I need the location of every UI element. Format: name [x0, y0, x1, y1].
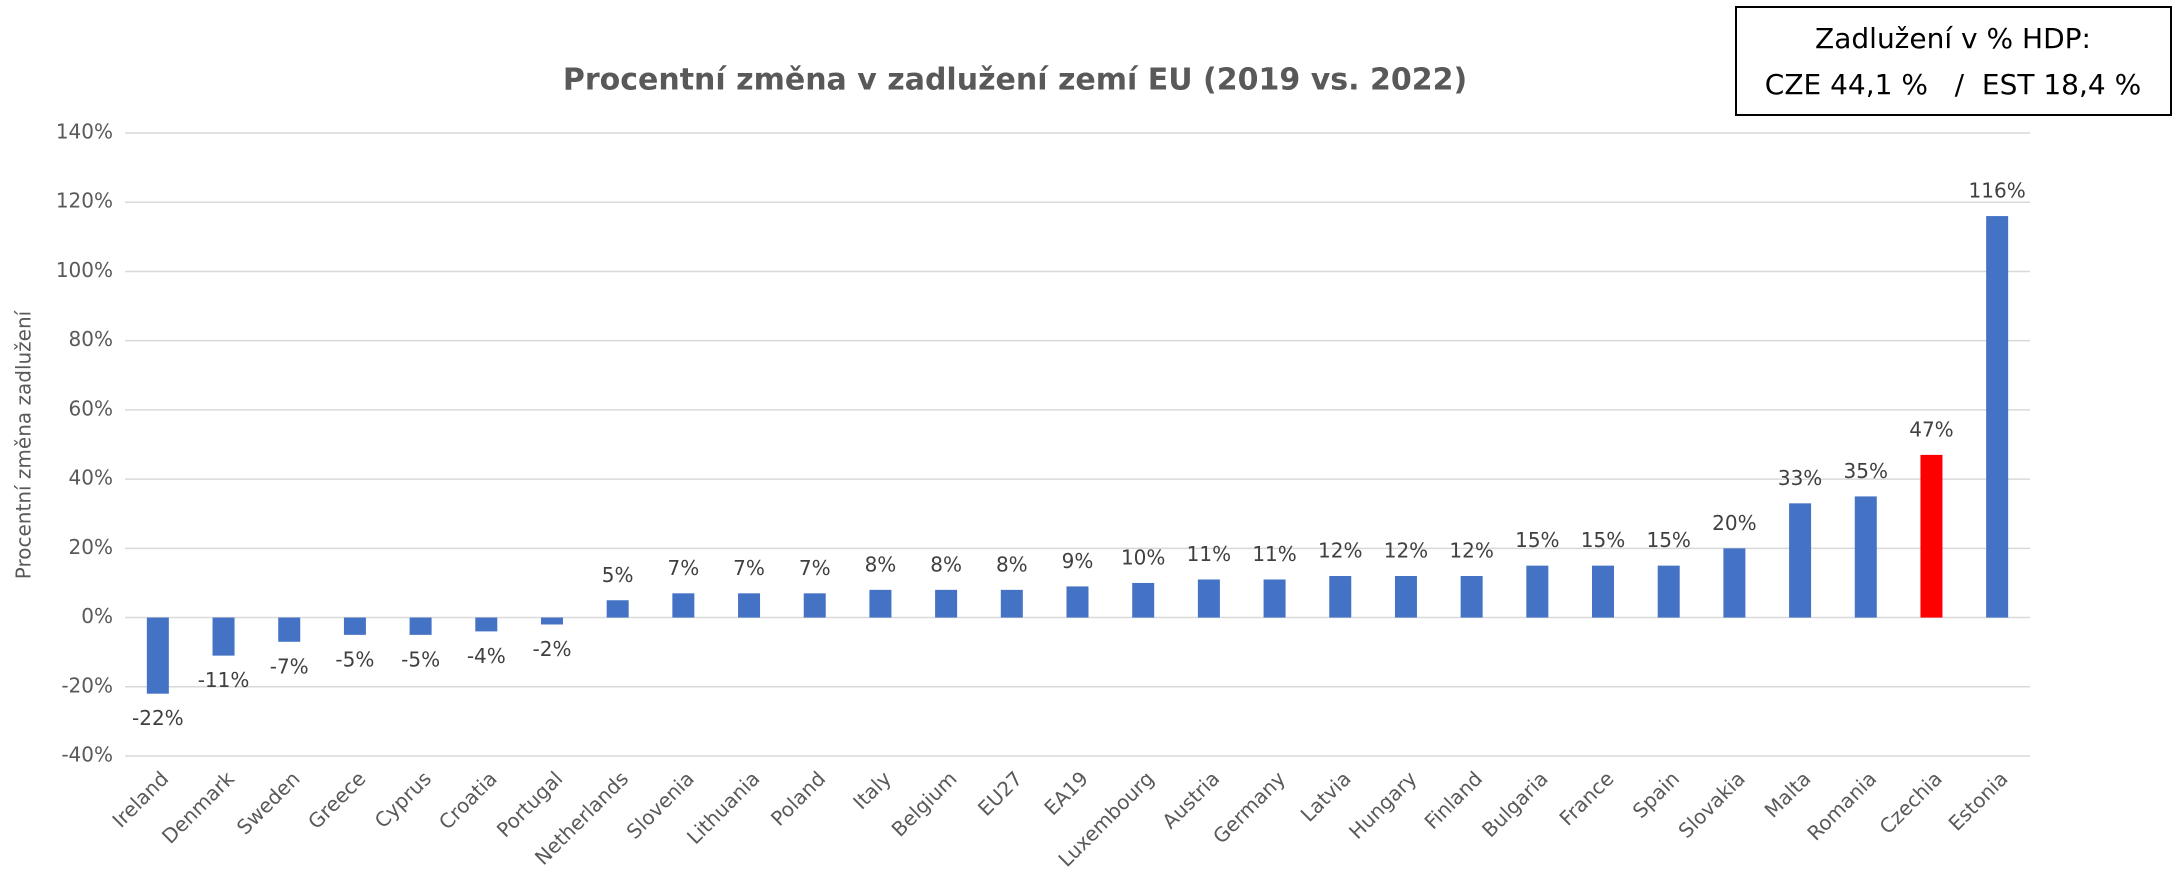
bar: [1854, 496, 1877, 618]
x-tick-label: Poland: [766, 766, 830, 830]
chart-title: Procentní změna v zadlužení zemí EU (201…: [563, 63, 1467, 98]
bar: [606, 600, 629, 618]
value-label: 11%: [1187, 542, 1231, 566]
bar: [1526, 565, 1549, 618]
value-label: 8%: [865, 552, 897, 576]
bar: [738, 593, 761, 618]
x-tick-label: Finland: [1420, 766, 1488, 834]
bar: [343, 617, 366, 635]
x-tick-label: Denmark: [157, 766, 239, 848]
bar: [803, 593, 826, 618]
y-axis-title: Procentní změna zadlužení: [12, 309, 36, 579]
value-label: 11%: [1252, 542, 1296, 566]
x-tick-label: Sweden: [232, 766, 305, 839]
bar: [1986, 216, 2009, 618]
value-label: 12%: [1384, 539, 1428, 563]
value-label: 12%: [1318, 539, 1362, 563]
y-tick-label: 20%: [69, 535, 113, 559]
value-label: 35%: [1844, 459, 1888, 483]
x-tick-label: Malta: [1760, 766, 1816, 822]
x-tick-label: Bulgaria: [1477, 766, 1553, 842]
bar: [1263, 579, 1286, 618]
value-label: 10%: [1121, 545, 1165, 569]
annotation-line: Zadlužení v % HDP:: [1815, 22, 2091, 55]
value-label: 116%: [1969, 179, 2026, 203]
y-tick-label: -20%: [61, 673, 113, 697]
bar: [1394, 576, 1417, 618]
value-label: -4%: [467, 644, 506, 668]
bar: [672, 593, 695, 618]
bar: [1066, 586, 1089, 618]
bar: [212, 617, 235, 656]
x-tick-label: Czechia: [1875, 766, 1947, 838]
value-label: 47%: [1909, 417, 1953, 441]
bar: [409, 617, 432, 635]
y-tick-label: 140%: [56, 120, 113, 144]
bar: [1132, 582, 1155, 618]
value-label: 33%: [1778, 466, 1822, 490]
value-label: 8%: [996, 552, 1028, 576]
x-tick-label: Slovakia: [1673, 766, 1749, 842]
value-label: 15%: [1515, 528, 1559, 552]
x-tick-label: EU27: [973, 766, 1027, 820]
value-label: -2%: [533, 637, 572, 661]
value-label: 5%: [602, 563, 634, 587]
y-tick-label: 0%: [81, 604, 113, 628]
annotation-box: [1735, 6, 2172, 116]
bar: [1657, 565, 1680, 618]
bar: [1920, 454, 1943, 618]
y-tick-label: 60%: [69, 396, 113, 420]
bar: [1789, 503, 1812, 618]
value-label: 7%: [667, 556, 699, 580]
value-label: -7%: [270, 654, 309, 678]
bar: [1460, 576, 1483, 618]
x-tick-label: Spain: [1628, 766, 1684, 822]
x-tick-label: France: [1554, 766, 1618, 830]
value-label: 9%: [1062, 549, 1094, 573]
bar: [1197, 579, 1220, 618]
value-label: -11%: [198, 668, 250, 692]
bar: [1723, 548, 1746, 618]
value-label: -22%: [132, 706, 184, 730]
bar: [146, 617, 169, 694]
value-label: 20%: [1712, 511, 1756, 535]
bar: [475, 617, 498, 632]
x-tick-label: Romania: [1802, 766, 1881, 845]
x-tick-label: Ireland: [107, 766, 173, 832]
y-tick-label: -40%: [61, 743, 113, 767]
value-label: 7%: [799, 556, 831, 580]
y-tick-label: 120%: [56, 189, 113, 213]
x-tick-label: Belgium: [887, 766, 962, 841]
bar: [1000, 589, 1023, 618]
bar: [935, 589, 958, 618]
annotation-line: CZE 44,1 % / EST 18,4 %: [1765, 68, 2141, 101]
value-label: 15%: [1646, 528, 1690, 552]
x-tick-label: EA19: [1039, 766, 1093, 820]
x-tick-label: Greece: [303, 766, 370, 833]
x-tick-label: Italy: [848, 766, 896, 814]
bar: [1592, 565, 1615, 618]
bar: [1329, 576, 1352, 618]
value-label: -5%: [401, 647, 440, 671]
value-label: 12%: [1449, 539, 1493, 563]
x-tick-label: Lithuania: [682, 766, 764, 848]
y-tick-label: 40%: [69, 466, 113, 490]
x-tick-label: Cyprus: [370, 766, 436, 832]
x-tick-label: Estonia: [1944, 766, 2013, 835]
value-label: 15%: [1581, 528, 1625, 552]
x-tick-label: Austria: [1157, 766, 1224, 833]
x-tick-label: Latvia: [1296, 766, 1356, 826]
bar: [540, 617, 563, 625]
value-label: 8%: [930, 552, 962, 576]
value-label: 7%: [733, 556, 765, 580]
bar: [278, 617, 301, 642]
value-label: -5%: [335, 647, 374, 671]
x-tick-label: Germany: [1208, 766, 1290, 848]
y-tick-label: 80%: [69, 327, 113, 351]
y-tick-label: 100%: [56, 258, 113, 282]
bar: [869, 589, 892, 618]
x-tick-label: Hungary: [1344, 766, 1421, 843]
